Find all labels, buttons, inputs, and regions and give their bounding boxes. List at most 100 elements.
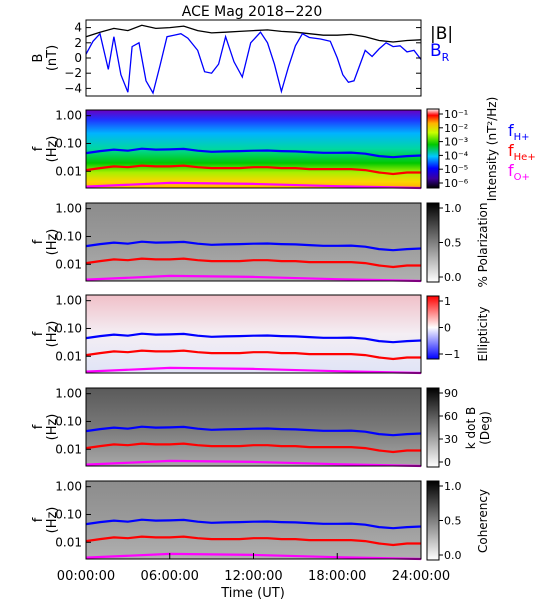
colorbar-intensity [426, 108, 440, 189]
chart-title: ACE Mag 2018−220 [182, 4, 322, 20]
panel-intensity: 1.00 0.10 0.01 f (Hz) [31, 109, 422, 190]
f-ylabel-line2: (Hz) [45, 507, 60, 534]
panel-frame [85, 387, 422, 467]
spectrogram-panels: 1.000.100.01f (Hz)1.000.100.01f (Hz)1.000.… [31, 109, 422, 561]
colorbar-tick-label: 10⁻⁴ [444, 149, 469, 162]
legend-f-heplus-main: f [508, 141, 514, 160]
x-tick-label: 00:00:00 [57, 569, 115, 584]
colorbar-tick-label: 0 [444, 322, 451, 335]
colorbar-tick-label: 0 [444, 456, 451, 469]
x-tick-label: 12:00:00 [224, 569, 282, 584]
panel-frame [85, 202, 422, 282]
x-axis-label: Time (UT) [220, 586, 285, 600]
colorbar-tick-label: 10⁻⁵ [444, 163, 468, 176]
x-tick-label: 18:00:00 [308, 569, 366, 584]
b-ylabel-line1: B [31, 54, 46, 63]
gyrofreq-heplus-line [85, 535, 421, 547]
b-ytick-label: −4 [64, 81, 82, 95]
b-ytick-label: 2 [74, 36, 82, 50]
f-ytick-label: 1.00 [55, 387, 82, 401]
b-ylabel-line2: (nT) [45, 45, 60, 71]
colorbar-tick-label: −1 [444, 348, 460, 361]
x-tick-label: 24:00:00 [392, 569, 450, 584]
legend-abs-b: |B| [430, 24, 453, 44]
colorbar-intensity-scale [426, 108, 440, 189]
gyrofreq-heplus-line [85, 164, 421, 176]
colorbar-kdotb [426, 387, 440, 468]
colorbar-tick-label: 0.0 [444, 271, 462, 284]
gyrofreq-hplus-line [85, 147, 422, 159]
legend-f-hplus: fH+ [508, 121, 530, 143]
colorbar-tick-label: 10⁻² [444, 122, 468, 135]
panel-ellipticity: 1.00 0.10 0.01 f (Hz) [31, 294, 422, 375]
colorbar-tick-label: 10⁻⁶ [444, 177, 469, 190]
gyrofreq-heplus-line [85, 442, 421, 454]
colorbar-ellipticity [426, 295, 440, 360]
legend-f-heplus-sub: He+ [514, 152, 536, 163]
colorbar-tick-label: 10⁻¹ [444, 108, 468, 121]
f-ytick-label: 1.00 [55, 480, 82, 494]
f-ytick-label: 0.01 [55, 257, 82, 271]
colorbar-kdotb-label-line2: (Deg) [478, 411, 492, 445]
colorbar-tick-label: 0.0 [444, 549, 462, 562]
colorbar-tick-label: 60 [444, 410, 458, 423]
legend-br-sub: R [442, 51, 450, 64]
panel-frame [85, 294, 422, 374]
f-ylabel-line2: (Hz) [45, 136, 60, 163]
gyrofreq-hplus-line [85, 518, 422, 530]
colorbar-coherency-label: Coherency [476, 489, 490, 553]
f-ylabel-line1: f [31, 146, 46, 151]
legend-f-hplus-main: f [508, 121, 514, 140]
colorbar-polarization [426, 202, 440, 283]
f-ytick-label: 0.10 [55, 229, 82, 243]
f-ylabel-line2: (Hz) [45, 321, 60, 348]
panel-coherency: 1.00 0.10 0.01 f (Hz) [31, 480, 422, 561]
panel-frame [85, 109, 422, 189]
colorbar-tick-label: 30 [444, 433, 458, 446]
f-ytick-label: 0.01 [55, 349, 82, 363]
f-ytick-label: 1.00 [55, 202, 82, 216]
gyrofreq-hplus-line [85, 332, 422, 344]
colorbar-tick-label: 1 [444, 295, 451, 308]
gyrofreq-heplus-line [85, 349, 421, 361]
legend-f-oplus-sub: O+ [514, 172, 530, 183]
panel-b-frame [85, 19, 422, 97]
legend-f-oplus-main: f [508, 161, 514, 180]
f-ytick-label: 1.00 [55, 109, 82, 123]
gyrofreq-oplus-line [85, 274, 422, 283]
colorbar-intensity-label: Intensity (nT²/Hz) [485, 97, 499, 202]
f-ylabel-line1: f [31, 517, 46, 522]
gyrofreq-oplus-line [85, 366, 422, 375]
legend-f-heplus: fHe+ [508, 141, 536, 163]
f-ylabel-line2: (Hz) [45, 229, 60, 256]
colorbar-ellipticity-scale [426, 295, 440, 360]
colorbar-coherency [426, 480, 440, 561]
legend-f-oplus: fO+ [508, 161, 530, 183]
gyrofreq-oplus-line [85, 459, 422, 468]
colorbar-tick-label: 1.0 [444, 202, 462, 215]
x-tick-label: 06:00:00 [141, 569, 199, 584]
colorbar-tick-label: 1.0 [444, 480, 462, 493]
gyrofreq-hplus-line [85, 240, 422, 252]
f-ytick-label: 1.00 [55, 294, 82, 308]
gyrofreq-oplus-line [85, 181, 422, 190]
f-ytick-label: 0.10 [55, 136, 82, 150]
gyrofreq-hplus-line [85, 425, 422, 437]
panel-kdotb: 1.00 0.10 0.01 f (Hz) [31, 387, 422, 468]
colorbar-kdotb-label-line1: k dot B [464, 407, 478, 449]
panel-polarization: 1.00 0.10 0.01 f (Hz) [31, 202, 422, 283]
b-series-line-1 [85, 31, 422, 95]
colorbar-coherency-scale [426, 480, 440, 561]
b-ytick-label: 4 [74, 21, 82, 35]
colorbar-tick-label: 0.5 [444, 515, 462, 528]
legend-br-main: B [430, 41, 442, 61]
f-ytick-label: 0.01 [55, 442, 82, 456]
colorbar-polarization-label: % Polarization [476, 203, 490, 288]
b-yticks: 420−2−4 [64, 21, 421, 95]
b-series-line-0 [85, 24, 422, 43]
colorbar-tick-label: 0.5 [444, 237, 462, 250]
f-ylabel-line1: f [31, 331, 46, 336]
f-ytick-label: 0.10 [55, 414, 82, 428]
panel-b-field: 420−2−4 B (nT) |B| BR [31, 19, 453, 97]
